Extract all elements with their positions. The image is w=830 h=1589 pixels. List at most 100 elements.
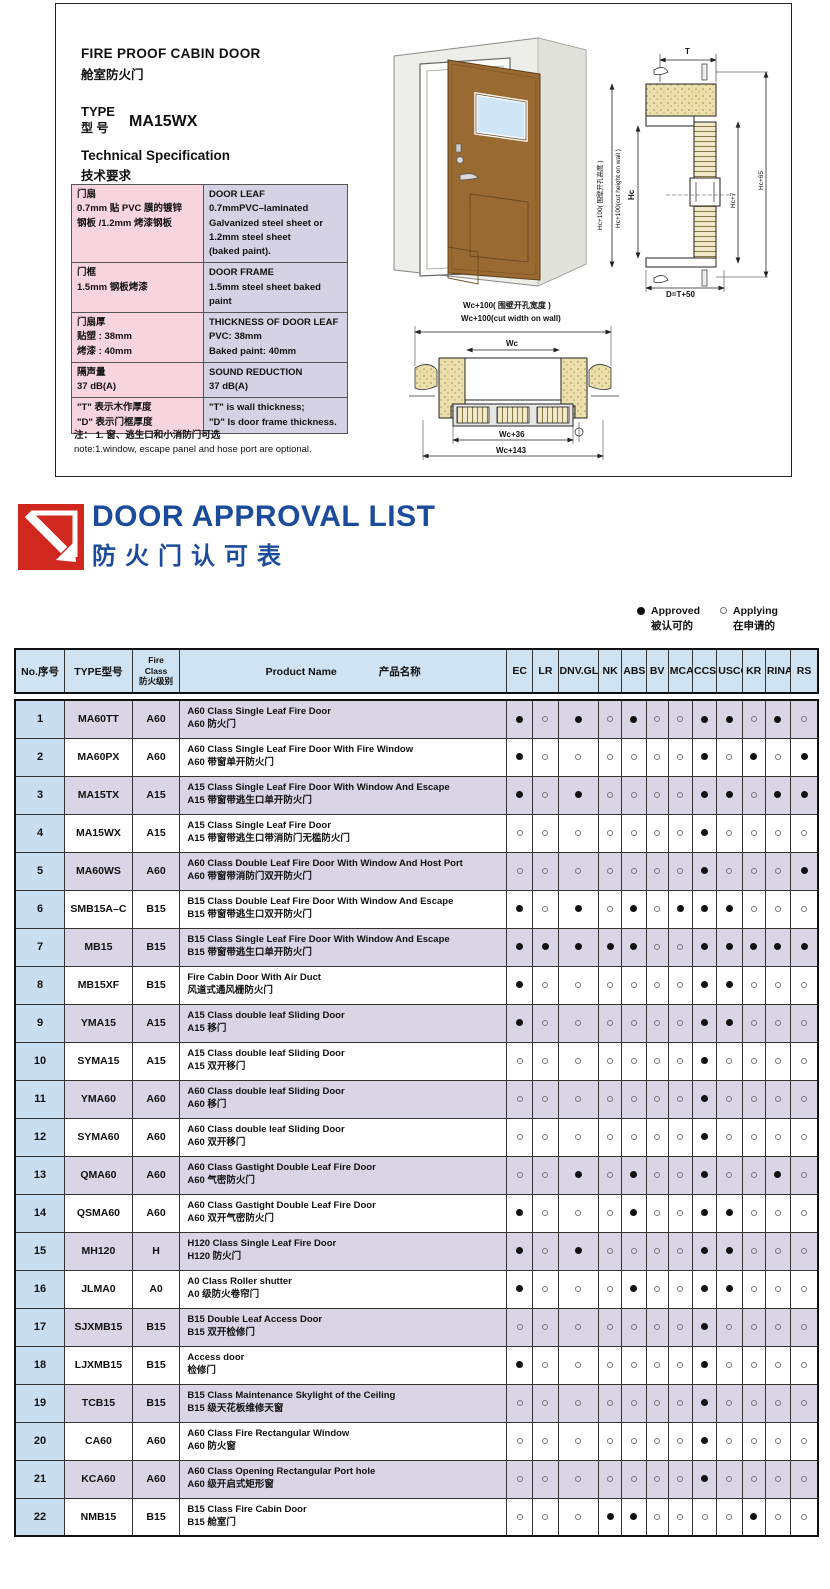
cell-row-number: 3 [14, 775, 66, 815]
cell-approval-status [764, 699, 792, 739]
status-dot-applying [630, 829, 637, 836]
cell-approval-status [645, 1269, 669, 1309]
status-dot-applying [654, 1323, 661, 1330]
cell-approval-status [667, 1079, 694, 1119]
status-dot-applying [750, 1209, 757, 1216]
cell-approval-status [741, 1155, 766, 1195]
status-dot-applying [677, 981, 684, 988]
cell-approval-status [692, 1459, 718, 1499]
cell-approval-status [557, 1231, 600, 1271]
status-dot-applying [575, 1437, 582, 1444]
status-dot-applying [654, 867, 661, 874]
cell-approval-status [645, 1345, 669, 1385]
status-dot-applying [575, 1361, 582, 1368]
table-row: 13 QMA60 A60 A60 Class Gastight Double Leaf… [14, 1155, 819, 1195]
cell-fire-class: A60 [131, 737, 181, 777]
status-dot-approved [701, 715, 709, 723]
cell-approval-status [597, 1459, 623, 1499]
cell-row-number: 4 [14, 813, 66, 853]
cell-approval-status [764, 851, 792, 891]
cell-approval-status [764, 1269, 792, 1309]
status-dot-applying [542, 1437, 549, 1444]
cell-approval-status [764, 1421, 792, 1461]
status-dot-applying [542, 1247, 549, 1254]
cell-approval-status [621, 1231, 647, 1271]
status-dot-applying [774, 1209, 781, 1216]
cell-approval-status [790, 1231, 819, 1271]
status-dot-approved [750, 943, 758, 951]
cell-row-number: 6 [14, 889, 66, 929]
spec-line: Galvanized steel sheet or [209, 217, 324, 229]
cell-approval-status [645, 1117, 669, 1157]
status-dot-approved [701, 1171, 709, 1179]
legend-applying: Applying 在申请的 [720, 604, 778, 634]
status-dot-applying [750, 867, 757, 874]
cell-fire-class: A60 [131, 1079, 181, 1119]
cell-row-number: 13 [14, 1155, 66, 1195]
cell-row-number: 9 [14, 1003, 66, 1043]
cell-approval-status [692, 1003, 718, 1043]
status-dot-applying [542, 1019, 549, 1026]
cell-approval-status [505, 737, 534, 777]
status-dot-applying [750, 1133, 757, 1140]
col-header-society: LR [532, 648, 559, 694]
status-dot-approved [516, 791, 524, 799]
cell-approval-status [557, 1497, 600, 1537]
product-name-en: B15 Class Fire Cabin Door [187, 1503, 307, 1515]
status-dot-approved [701, 1095, 709, 1103]
col-header-society: BV [645, 648, 669, 694]
cell-type-code: SYMA60 [64, 1117, 133, 1157]
cell-approval-status [645, 927, 669, 967]
cell-approval-status [741, 1269, 766, 1309]
status-dot-approved [516, 943, 524, 951]
cell-approval-status [621, 965, 647, 1005]
cell-fire-class: B15 [131, 1383, 181, 1423]
cell-approval-status [716, 813, 743, 853]
cell-approval-status [532, 1345, 559, 1385]
spec-line: 隔声量 [77, 366, 106, 378]
cell-approval-status [790, 699, 819, 739]
cell-approval-status [557, 851, 600, 891]
cell-approval-status [667, 851, 694, 891]
status-dot-approved [606, 943, 614, 951]
svg-text:T: T [685, 47, 690, 56]
status-dot-approved [725, 1209, 733, 1217]
cell-approval-status [692, 1269, 718, 1309]
spec-cell-en: SOUND REDUCTION 37 dB(A) [203, 361, 348, 399]
cell-approval-status [621, 813, 647, 853]
col-header-society: RS [790, 648, 819, 694]
status-dot-applying [542, 753, 549, 760]
status-dot-applying [654, 1285, 661, 1292]
status-dot-applying [542, 716, 549, 723]
cell-row-number: 8 [14, 965, 66, 1005]
status-dot-approved [750, 753, 758, 761]
status-dot-applying [726, 1475, 733, 1482]
status-dot-applying [607, 791, 614, 798]
spec-row: 隔声量 37 dB(A) SOUND REDUCTION 37 dB(A) [71, 361, 348, 399]
spec-line: 37 dB(A) [77, 381, 117, 392]
cell-type-code: SMB15A–C [64, 889, 133, 929]
cell-approval-status [790, 775, 819, 815]
product-title-zh: 舱室防火门 [81, 68, 144, 82]
cell-approval-status [716, 1117, 743, 1157]
cell-product-name: A60 Class Fire Rectangular Window A60 防火窗 [179, 1421, 507, 1461]
status-dot-applying [750, 1247, 757, 1254]
cell-approval-status [505, 1497, 534, 1537]
cell-row-number: 12 [14, 1117, 66, 1157]
cell-approval-status [557, 1383, 600, 1423]
cell-approval-status [741, 1193, 766, 1233]
table-row: 8 MB15XF B15 Fire Cabin Door With Air Duct 风… [14, 965, 819, 1005]
cell-row-number: 20 [14, 1421, 66, 1461]
product-name-en: A60 Class double leaf Sliding Door [187, 1086, 345, 1098]
status-dot-applying [516, 1171, 523, 1178]
cell-product-name: B15 Class Maintenance Skylight of the Ce… [179, 1383, 507, 1423]
status-dot-applying [654, 716, 661, 723]
status-dot-approved [701, 1285, 709, 1293]
svg-text:Wc: Wc [506, 339, 519, 348]
cell-approval-status [741, 1117, 766, 1157]
table-row: 18 LJXMB15 B15 Access door 检修门 [14, 1345, 819, 1385]
status-dot-approved [630, 905, 638, 913]
cell-approval-status [621, 927, 647, 967]
footnote: 注： 1. 窗、逃生口和小消防门可选 note:1.window, escape… [74, 429, 312, 458]
cell-type-code: MH120 [64, 1231, 133, 1271]
